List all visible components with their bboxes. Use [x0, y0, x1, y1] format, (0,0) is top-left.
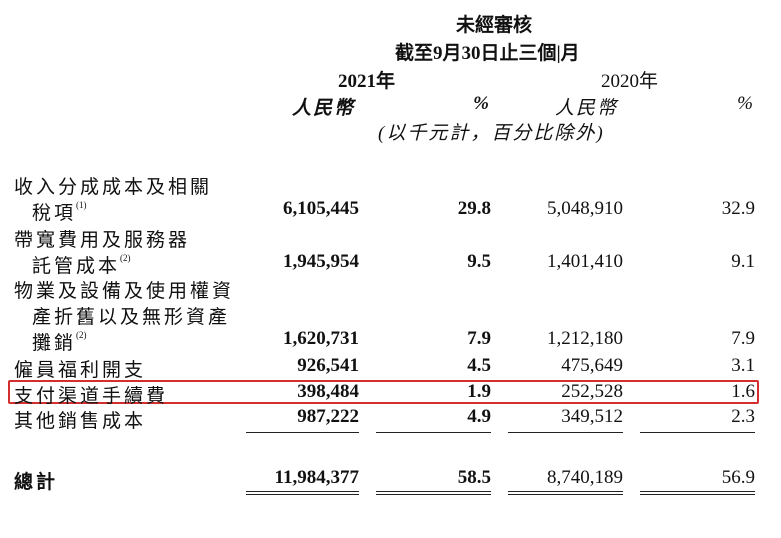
- row-label-line: 託管成本(2): [32, 253, 131, 277]
- row-label-line: 物業及設備及使用權資: [14, 281, 235, 302]
- total-rmb-2020: 8,740,189: [547, 467, 623, 488]
- total-double-rule: [376, 491, 491, 492]
- cell-rmb-2021: 1,620,731: [283, 328, 359, 349]
- cell-rmb-2020: 349,512: [561, 406, 623, 427]
- cell-rmb-2020: 1,401,410: [547, 251, 623, 272]
- row-label-line: 攤銷(2): [32, 330, 87, 354]
- cell-rmb-2020: 252,528: [561, 381, 623, 402]
- highlight-box: [8, 380, 759, 404]
- cell-pct-2020: 2.3: [731, 406, 755, 427]
- cell-pct-2021: 7.9: [467, 328, 491, 349]
- total-double-rule: [246, 491, 359, 492]
- cell-pct-2020: 1.6: [731, 381, 755, 402]
- footnote-marker: (2): [120, 253, 131, 263]
- total-pct-2020: 56.9: [721, 467, 755, 488]
- subtotal-rule: [640, 432, 755, 433]
- total-rmb-2021: 11,984,377: [274, 467, 359, 488]
- cell-rmb-2020: 5,048,910: [547, 198, 623, 219]
- footnote-marker: (2): [76, 330, 87, 340]
- cell-pct-2020: 3.1: [731, 355, 755, 376]
- rmb-2021-heading: 人民幣: [292, 98, 356, 119]
- cell-rmb-2021: 6,105,445: [283, 198, 359, 219]
- total-double-rule: [376, 494, 491, 495]
- pct-2021-heading: %: [473, 93, 491, 114]
- unit-note: (以千元計，百分比除外): [378, 123, 605, 144]
- pct-2020-heading: %: [737, 93, 755, 114]
- cell-rmb-2021: 987,222: [297, 406, 359, 427]
- subtotal-rule: [246, 432, 359, 433]
- total-double-rule: [508, 491, 623, 492]
- cell-pct-2020: 9.1: [731, 251, 755, 272]
- row-label-line: 產折舊以及無形資產: [32, 307, 231, 328]
- period-heading: 截至9月30日止三個|月: [395, 43, 580, 64]
- cell-pct-2021: 4.9: [467, 406, 491, 427]
- cell-pct-2021: 29.8: [457, 198, 491, 219]
- row-label-line: 帶寬費用及服務器: [14, 230, 191, 251]
- cell-pct-2020: 7.9: [731, 328, 755, 349]
- cell-rmb-2021: 926,541: [297, 355, 359, 376]
- total-double-rule: [640, 494, 755, 495]
- cell-rmb-2020: 475,649: [561, 355, 623, 376]
- cell-pct-2020: 32.9: [721, 198, 755, 219]
- row-label-line: 稅項(1): [32, 200, 87, 224]
- cell-pct-2021: 4.5: [467, 355, 491, 376]
- subtotal-rule: [376, 432, 491, 433]
- row-label-line: 其他銷售成本: [14, 411, 147, 432]
- cell-pct-2021: 1.9: [467, 381, 491, 402]
- rmb-2020-heading: 人民幣: [555, 98, 619, 119]
- total-double-rule: [640, 491, 755, 492]
- total-label: 總計: [14, 472, 59, 493]
- footnote-marker: (1): [76, 200, 87, 210]
- row-label-line: 支付渠道手續費: [14, 386, 169, 407]
- year-2020-heading: 2020年: [601, 71, 659, 92]
- total-pct-2021: 58.5: [457, 467, 491, 488]
- total-double-rule: [246, 494, 359, 495]
- row-label-line: 收入分成成本及相關: [14, 177, 213, 198]
- cell-rmb-2021: 398,484: [297, 381, 359, 402]
- cell-rmb-2020: 1,212,180: [547, 328, 623, 349]
- unaudited-heading: 未經審核: [456, 15, 533, 36]
- cell-rmb-2021: 1,945,954: [283, 251, 359, 272]
- total-double-rule: [508, 494, 623, 495]
- year-2021-heading: 2021年: [338, 71, 396, 92]
- row-label-line: 僱員福利開支: [14, 360, 147, 381]
- subtotal-rule: [508, 432, 623, 433]
- cell-pct-2021: 9.5: [467, 251, 491, 272]
